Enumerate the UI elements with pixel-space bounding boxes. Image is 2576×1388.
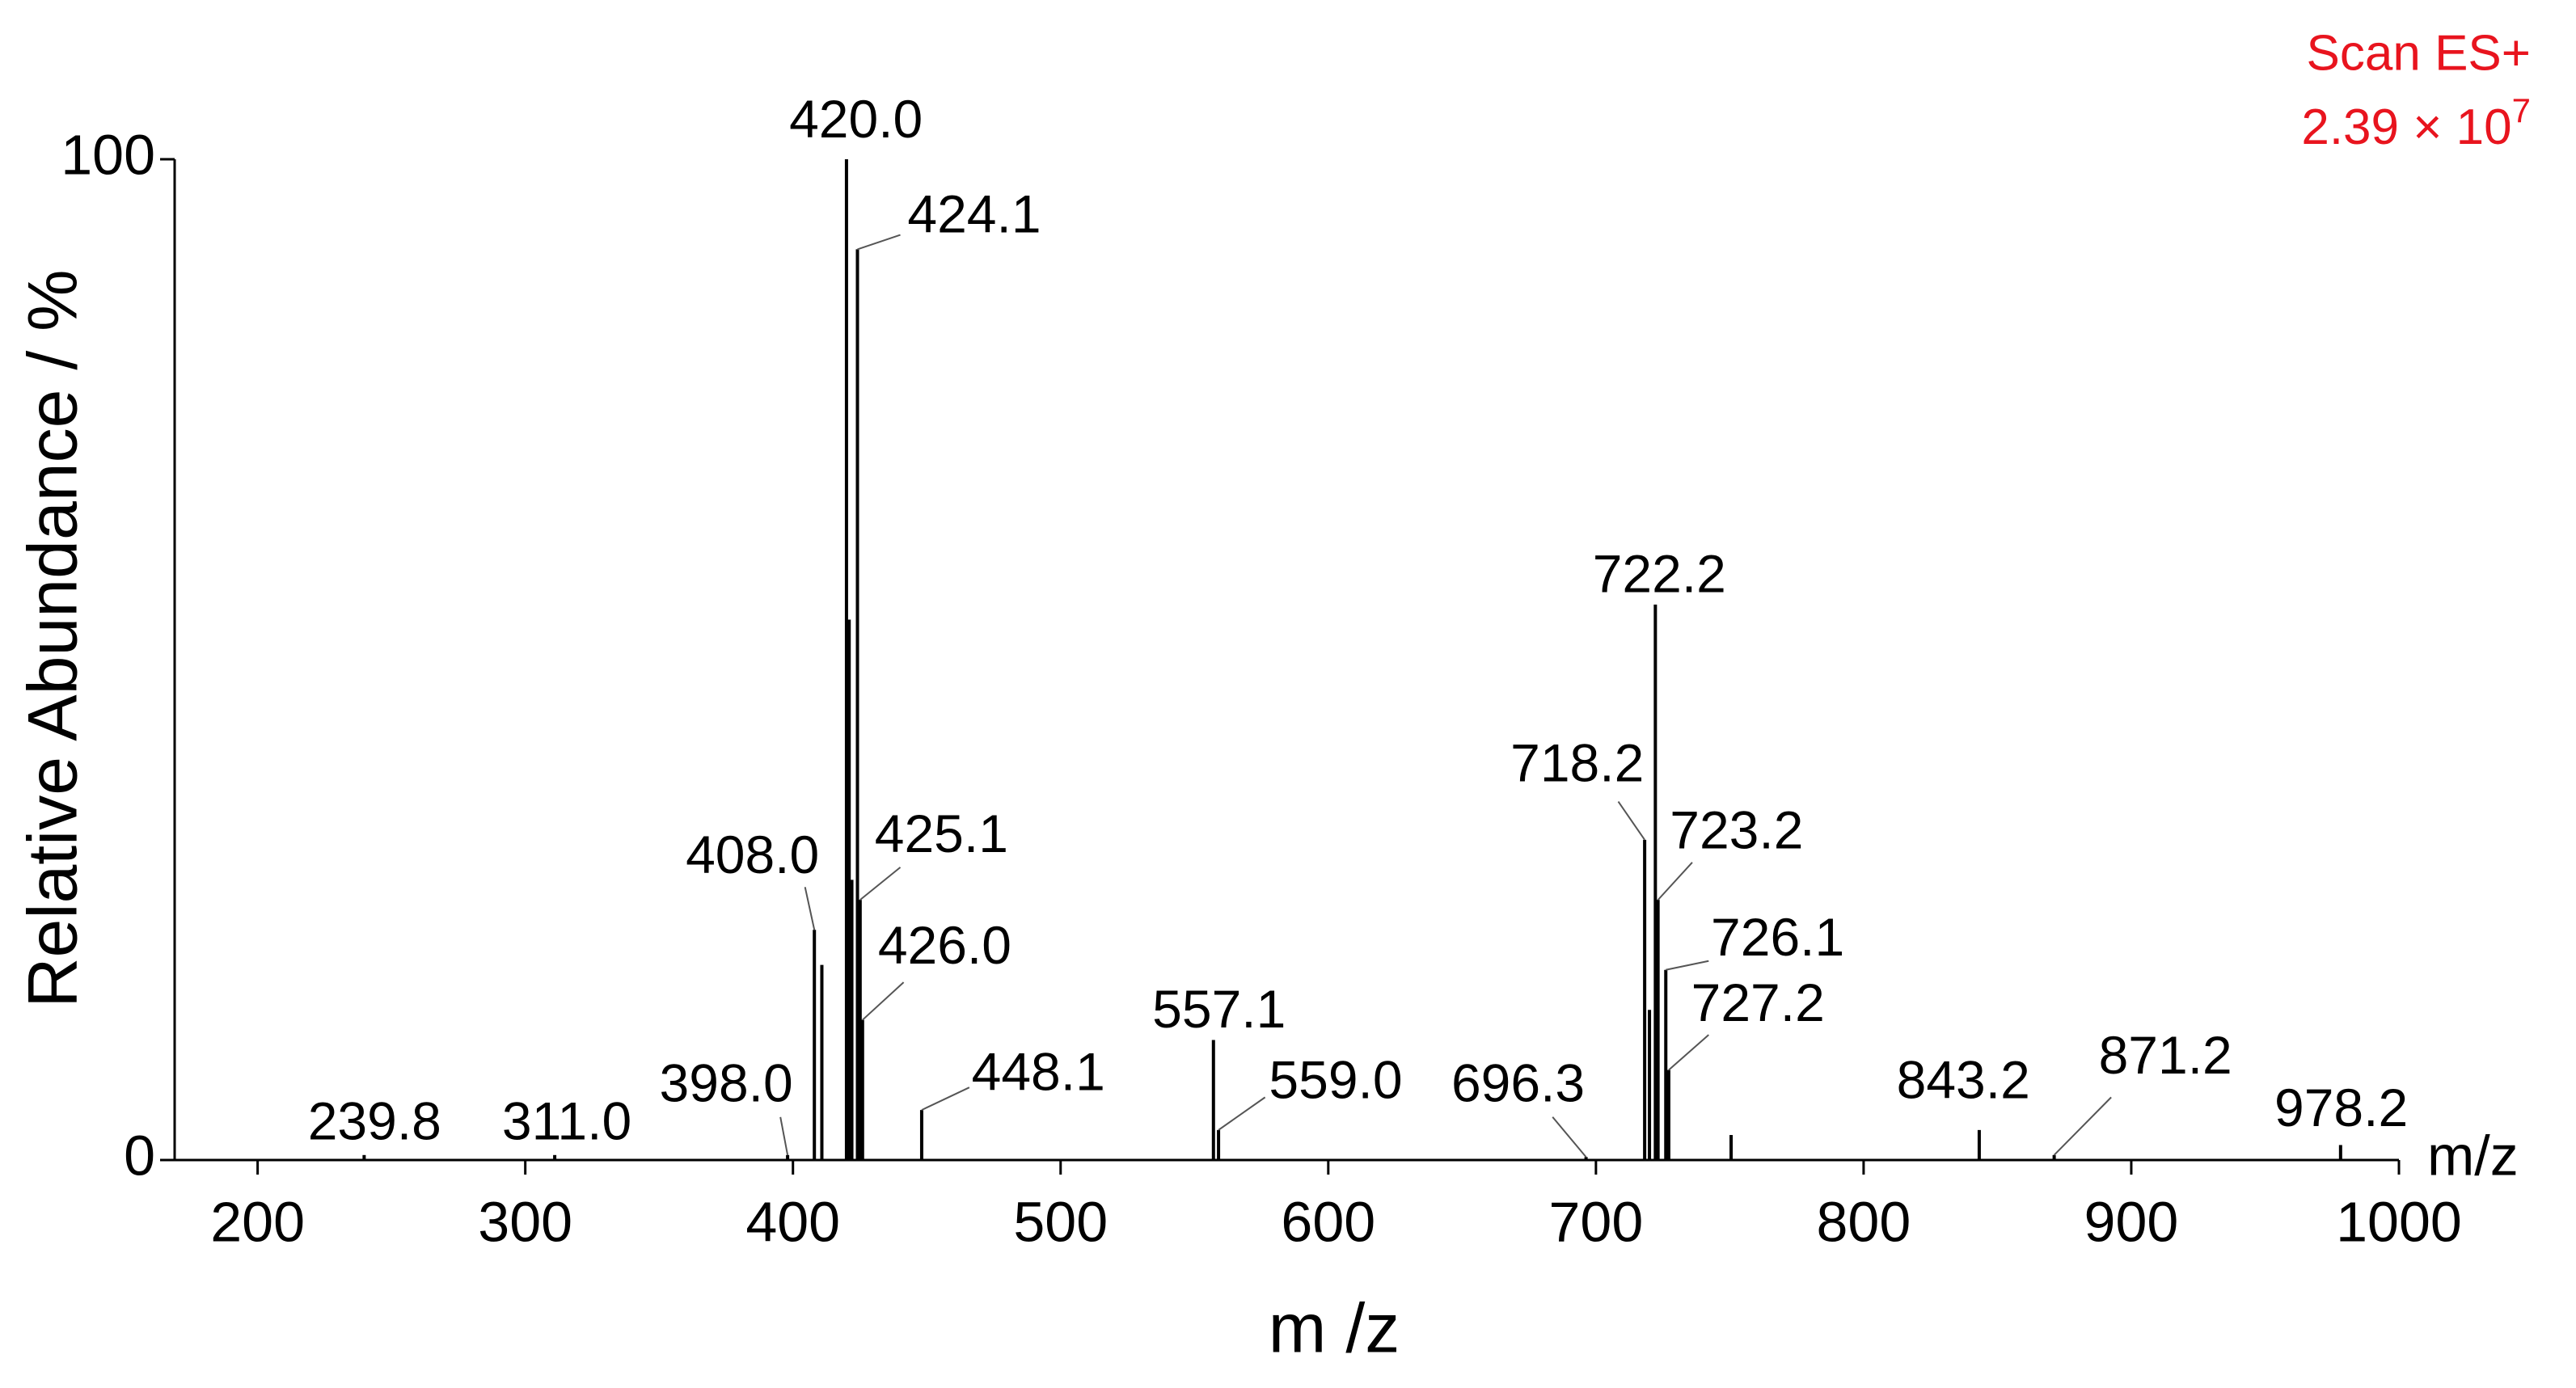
peak-label: 424.1 bbox=[907, 184, 1041, 244]
x-tick-label: 1000 bbox=[2336, 1190, 2462, 1253]
intensity-value: 2.39 × 10 bbox=[2301, 99, 2511, 155]
leader-line bbox=[859, 867, 902, 901]
peak-label: 722.2 bbox=[1593, 544, 1726, 604]
peak-label: 727.2 bbox=[1691, 972, 1825, 1032]
peak-label: 448.1 bbox=[972, 1041, 1105, 1101]
y-axis-title: Relative Abundance / % bbox=[15, 269, 92, 1007]
leader-line bbox=[779, 1116, 789, 1155]
x-axis-title: m /z bbox=[1269, 1290, 1400, 1368]
peak-label: 559.0 bbox=[1269, 1050, 1402, 1110]
x-tick-label: 900 bbox=[2084, 1190, 2179, 1253]
peak-label: 978.2 bbox=[2274, 1078, 2408, 1137]
peak-label: 420.0 bbox=[789, 89, 923, 149]
x-tick-label: 800 bbox=[1817, 1190, 1911, 1253]
scan-annotation: Scan ES+ bbox=[2307, 25, 2531, 81]
y-tick-label: 0 bbox=[124, 1124, 155, 1187]
intensity-exponent: 7 bbox=[2512, 91, 2531, 129]
peak-label: 726.1 bbox=[1711, 907, 1844, 967]
x-tick-label: 400 bbox=[745, 1190, 840, 1253]
leader-line bbox=[1552, 1116, 1587, 1158]
x-tick-label: 500 bbox=[1013, 1190, 1108, 1253]
peak-label: 311.0 bbox=[502, 1091, 631, 1150]
leader-line bbox=[1617, 801, 1645, 841]
peak-label: 871.2 bbox=[2099, 1025, 2232, 1085]
peak-label: 398.0 bbox=[660, 1053, 793, 1113]
leader-line bbox=[1666, 960, 1709, 971]
peak-label: 723.2 bbox=[1670, 800, 1803, 860]
peak-label: 696.3 bbox=[1451, 1053, 1585, 1113]
peak-label: 557.1 bbox=[1152, 979, 1286, 1039]
leader-line bbox=[1657, 862, 1693, 901]
peak-label: 426.0 bbox=[878, 915, 1011, 975]
peak-label: 408.0 bbox=[686, 825, 819, 884]
x-tick-label: 300 bbox=[478, 1190, 572, 1253]
y-tick-label: 100 bbox=[61, 123, 155, 186]
intensity-annotation: 2.39 × 107 bbox=[2301, 91, 2531, 155]
leader-line bbox=[921, 1086, 970, 1112]
leader-line bbox=[1218, 1096, 1266, 1131]
x-tick-label: 600 bbox=[1281, 1190, 1375, 1253]
peak-label: 718.2 bbox=[1510, 732, 1644, 792]
x-tick-label: 200 bbox=[210, 1190, 305, 1253]
peak-label: 239.8 bbox=[308, 1091, 441, 1150]
peak-label: 843.2 bbox=[1897, 1050, 2030, 1110]
leader-line bbox=[804, 887, 816, 930]
x-tick-label: 700 bbox=[1548, 1190, 1643, 1253]
leader-line bbox=[862, 981, 905, 1021]
leader-line bbox=[1668, 1034, 1709, 1071]
axis-end-label: m/z bbox=[2427, 1124, 2519, 1187]
peak-label: 425.1 bbox=[875, 804, 1008, 863]
leader-line bbox=[857, 234, 901, 251]
leader-line bbox=[2053, 1096, 2112, 1156]
